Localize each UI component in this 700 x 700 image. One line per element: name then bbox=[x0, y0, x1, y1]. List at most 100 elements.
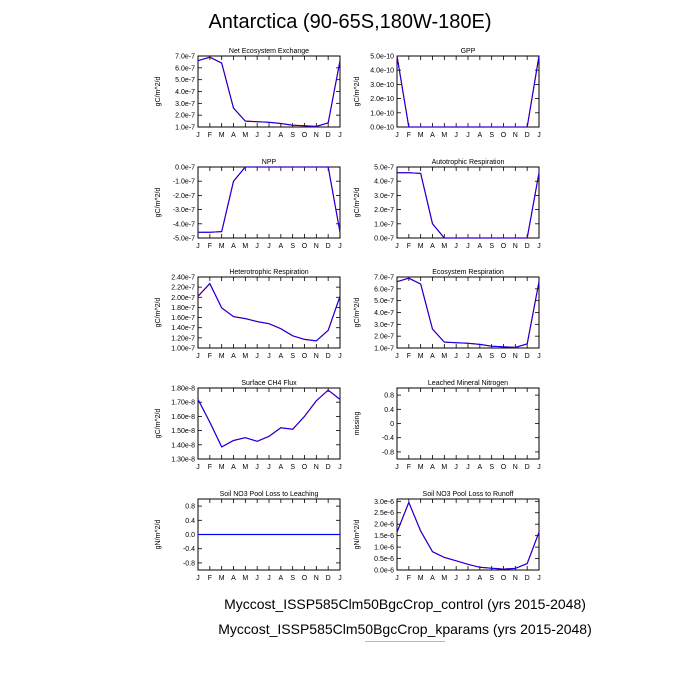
x-tick-label: O bbox=[302, 464, 308, 471]
panel-title: Soil NO3 Pool Loss to Leaching bbox=[220, 491, 319, 498]
x-tick-label: J bbox=[454, 132, 458, 139]
x-tick-label: S bbox=[290, 575, 295, 582]
x-tick-label: A bbox=[278, 464, 283, 471]
y-tick-label: 2.0e-7 bbox=[175, 113, 195, 120]
y-tick-label: 5.0e-10 bbox=[370, 54, 394, 61]
x-tick-label: J bbox=[267, 353, 271, 360]
x-tick-label: A bbox=[278, 353, 283, 360]
x-tick-label: N bbox=[314, 464, 319, 471]
legend-entry-control: Myccost_ISSP585Clm50BgcCrop_control (yrs… bbox=[224, 596, 586, 612]
x-tick-label: O bbox=[302, 132, 308, 139]
x-tick-label: J bbox=[537, 464, 541, 471]
y-tick-label: -0.8 bbox=[183, 560, 195, 567]
y-tick-label: 3.0e-7 bbox=[374, 322, 394, 329]
x-tick-label: M bbox=[418, 132, 424, 139]
y-tick-label: 1.60e-8 bbox=[171, 414, 195, 421]
series-line-control bbox=[396, 277, 540, 349]
x-tick-label: J bbox=[196, 575, 200, 582]
panel-title: Surface CH4 Flux bbox=[241, 380, 297, 387]
y-tick-label: 5.0e-7 bbox=[374, 298, 394, 305]
series-line-kparams bbox=[197, 56, 341, 127]
x-tick-label: M bbox=[242, 464, 248, 471]
x-tick-label: D bbox=[525, 243, 530, 250]
x-tick-label: J bbox=[395, 132, 399, 139]
y-tick-label: -0.4 bbox=[183, 546, 195, 553]
x-tick-label: F bbox=[208, 464, 212, 471]
x-tick-label: J bbox=[537, 132, 541, 139]
x-tick-label: A bbox=[430, 575, 435, 582]
y-tick-label: 1.40e-8 bbox=[171, 442, 195, 449]
y-tick-label: 1.60e-7 bbox=[171, 315, 195, 322]
x-tick-label: F bbox=[208, 243, 212, 250]
panel-title: Heterotrophic Respiration bbox=[229, 269, 308, 276]
x-tick-label: A bbox=[477, 464, 482, 471]
x-tick-label: J bbox=[196, 132, 200, 139]
x-tick-label: N bbox=[513, 243, 518, 250]
y-tick-label: 3.0e-7 bbox=[175, 101, 195, 108]
x-tick-label: J bbox=[196, 353, 200, 360]
y-tick-label: 0.0e-7 bbox=[175, 165, 195, 172]
x-tick-label: M bbox=[418, 243, 424, 250]
x-tick-label: O bbox=[302, 243, 308, 250]
series-line-control bbox=[396, 55, 540, 128]
y-tick-label: 0.0e-6 bbox=[374, 568, 394, 575]
y-axis-label: gC/m^2/d bbox=[155, 409, 162, 439]
x-tick-label: J bbox=[395, 575, 399, 582]
series-line-kparams bbox=[198, 166, 341, 233]
series-line-control bbox=[197, 282, 341, 342]
x-tick-label: O bbox=[501, 575, 507, 582]
y-tick-label: 1.40e-7 bbox=[171, 325, 195, 332]
y-tick-label: 2.0e-10 bbox=[370, 96, 394, 103]
plot-frame bbox=[396, 387, 540, 460]
y-tick-label: 1.00e-7 bbox=[171, 346, 195, 353]
x-tick-label: J bbox=[454, 464, 458, 471]
x-tick-label: A bbox=[477, 132, 482, 139]
series-line-kparams bbox=[396, 501, 540, 570]
x-tick-label: J bbox=[466, 243, 470, 250]
x-tick-label: J bbox=[267, 132, 271, 139]
x-tick-label: A bbox=[231, 353, 236, 360]
x-tick-label: J bbox=[395, 464, 399, 471]
legend-underline bbox=[365, 641, 445, 642]
x-tick-label: A bbox=[477, 243, 482, 250]
x-tick-label: D bbox=[326, 353, 331, 360]
x-tick-label: J bbox=[466, 575, 470, 582]
x-tick-label: A bbox=[278, 132, 283, 139]
x-tick-label: S bbox=[290, 353, 295, 360]
x-tick-label: J bbox=[466, 464, 470, 471]
x-tick-label: A bbox=[231, 132, 236, 139]
y-tick-label: 2.00e-7 bbox=[171, 295, 195, 302]
x-tick-label: S bbox=[489, 243, 494, 250]
x-tick-label: J bbox=[454, 243, 458, 250]
series-line-control bbox=[397, 172, 540, 239]
x-tick-label: D bbox=[326, 243, 331, 250]
y-tick-label: 2.0e-6 bbox=[374, 522, 394, 529]
y-tick-label: 2.20e-7 bbox=[171, 285, 195, 292]
x-tick-label: M bbox=[418, 575, 424, 582]
y-tick-label: 2.0e-7 bbox=[374, 334, 394, 341]
x-tick-label: D bbox=[525, 353, 530, 360]
x-tick-label: S bbox=[489, 353, 494, 360]
series-line-kparams bbox=[197, 282, 341, 342]
y-tick-label: 1.50e-8 bbox=[171, 428, 195, 435]
x-tick-label: J bbox=[338, 353, 342, 360]
x-tick-label: F bbox=[407, 243, 411, 250]
y-tick-label: 0.0e-10 bbox=[370, 125, 394, 132]
x-tick-label: J bbox=[466, 353, 470, 360]
x-tick-label: F bbox=[208, 353, 212, 360]
x-tick-label: N bbox=[314, 353, 319, 360]
x-tick-label: D bbox=[326, 575, 331, 582]
legend-entry-kparams: Myccost_ISSP585Clm50BgcCrop_kparams (yrs… bbox=[218, 621, 592, 637]
x-tick-label: M bbox=[441, 243, 447, 250]
y-tick-label: 1.0e-10 bbox=[370, 110, 394, 117]
y-tick-label: 0.0e-7 bbox=[374, 236, 394, 243]
y-tick-label: 4.0e-10 bbox=[370, 68, 394, 75]
panel-title: Leached Mineral Nitrogen bbox=[428, 380, 508, 387]
series-line-kparams bbox=[197, 389, 341, 448]
x-tick-label: O bbox=[501, 132, 507, 139]
x-tick-label: J bbox=[196, 243, 200, 250]
x-tick-label: A bbox=[231, 243, 236, 250]
x-tick-label: A bbox=[231, 575, 236, 582]
